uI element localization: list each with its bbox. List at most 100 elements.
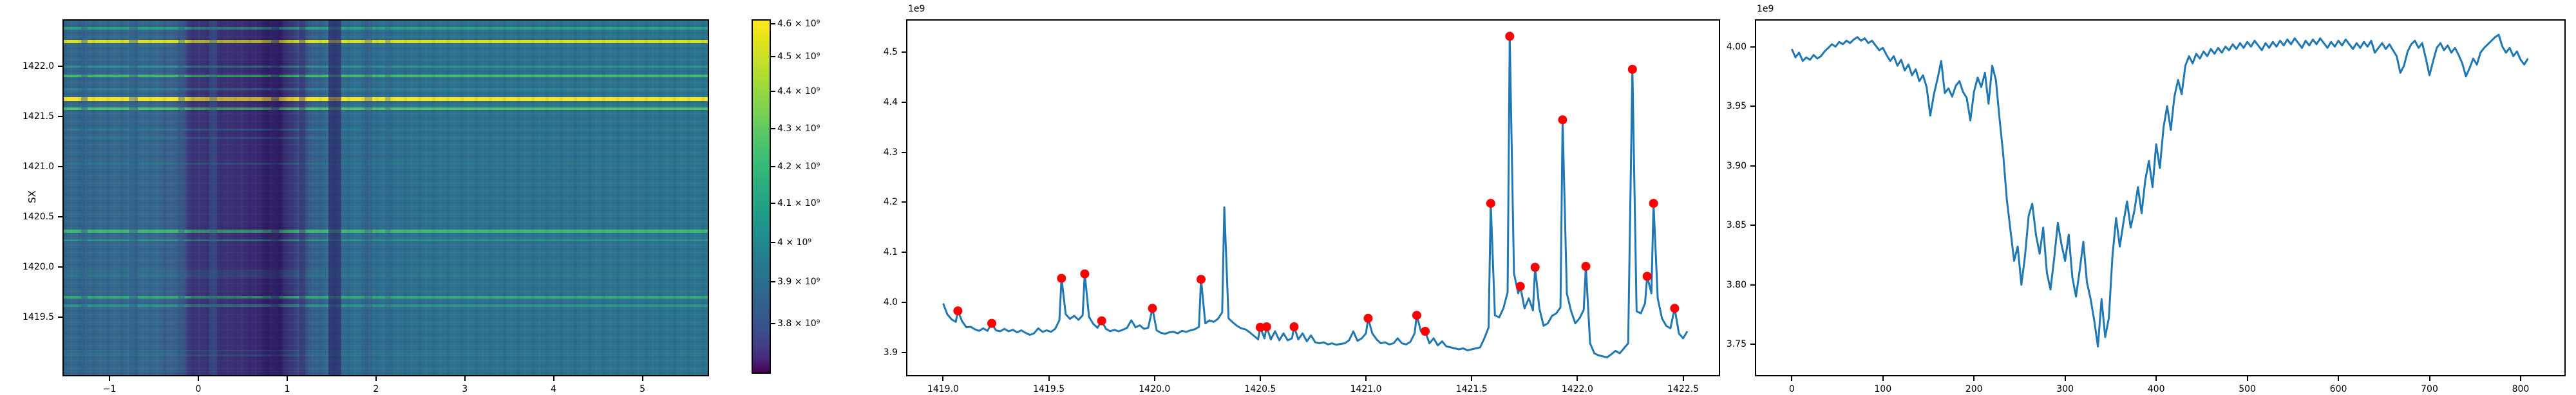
column-stripe <box>178 21 185 375</box>
y-tick-mark <box>58 317 62 318</box>
x-tick-mark <box>464 376 466 381</box>
spectral-line <box>64 40 708 44</box>
x-tick-label: 3 <box>462 384 468 394</box>
heatmap-spectral-lines <box>64 21 708 375</box>
peak-marker <box>1558 115 1567 125</box>
x-tick-mark <box>553 376 554 381</box>
x-tick-mark <box>2338 376 2340 381</box>
x-tick-label: 1422.5 <box>1667 384 1700 394</box>
colorbar-tick-mark <box>771 90 775 92</box>
y-tick-label: 3.85 <box>1726 220 1747 231</box>
spectral-line <box>64 270 708 279</box>
column-stripe <box>385 21 391 375</box>
column-stripe <box>128 21 138 375</box>
y-tick-mark <box>1750 225 1755 226</box>
x-tick-label: 300 <box>2056 384 2074 394</box>
y-tick-mark <box>902 151 906 153</box>
heatmap-dark-band <box>64 21 708 375</box>
peak-marker <box>1515 282 1525 291</box>
column-stripe <box>80 21 88 375</box>
x-tick-label: 800 <box>2512 384 2530 394</box>
peak-marker <box>1486 199 1495 208</box>
y-tick-mark <box>58 66 62 68</box>
x-tick-label: 500 <box>2239 384 2256 394</box>
x-tick-label: 0 <box>1788 384 1795 394</box>
x-tick-mark <box>2064 376 2066 381</box>
y-tick-mark <box>902 201 906 203</box>
x-tick-mark <box>1153 376 1155 381</box>
x-tick-mark <box>1973 376 1975 381</box>
column-stripe <box>209 21 217 375</box>
peak-marker <box>1097 316 1106 326</box>
y-tick-mark <box>1750 284 1755 286</box>
y-tick-mark <box>1750 106 1755 107</box>
peak-marker <box>1197 275 1206 284</box>
peak-marker <box>1363 313 1373 323</box>
colorbar-tick-label: 3.9 × 10⁹ <box>777 277 820 288</box>
y-tick-label: 4.2 <box>883 197 898 208</box>
x-tick-label: 700 <box>2421 384 2438 394</box>
spectral-line <box>64 27 708 30</box>
colorbar-tick-label: 4.3 × 10⁹ <box>777 124 820 134</box>
peak-marker <box>1581 262 1591 271</box>
x-tick-mark <box>942 376 944 381</box>
colorbar-tick-label: 4 × 10⁹ <box>777 237 811 248</box>
x-tick-label: 600 <box>2329 384 2347 394</box>
y-tick-label: 3.75 <box>1726 339 1747 350</box>
heatmap-ylabel: SX <box>26 190 38 203</box>
heatmap-column-stripes <box>64 21 708 375</box>
y-tick-mark <box>902 51 906 53</box>
spectrum-offset-label: 1e9 <box>908 4 925 14</box>
x-tick-mark <box>1259 376 1261 381</box>
x-tick-label: 1421.0 <box>1350 384 1382 394</box>
spectral-line <box>64 129 708 131</box>
y-tick-label: 4.5 <box>883 47 898 58</box>
colorbar-tick-mark <box>771 166 775 168</box>
y-tick-label: 1420.5 <box>23 212 54 223</box>
y-tick-mark <box>58 116 62 118</box>
y-tick-label: 4.0 <box>883 297 898 308</box>
x-tick-mark <box>1048 376 1050 381</box>
x-tick-mark <box>1882 376 1884 381</box>
peak-marker <box>987 318 996 328</box>
column-stripe <box>328 21 341 375</box>
peak-marker <box>1627 64 1637 74</box>
x-tick-mark <box>2246 376 2248 381</box>
y-tick-label: 4.00 <box>1726 41 1747 52</box>
spectral-line <box>64 96 708 101</box>
spectral-line <box>64 107 708 111</box>
peak-marker <box>1412 311 1421 320</box>
x-tick-label: 1420.0 <box>1139 384 1171 394</box>
colorbar-tick-mark <box>771 56 775 58</box>
y-tick-label: 1422.0 <box>23 61 54 72</box>
timeseries-axes <box>1755 19 2566 376</box>
x-tick-mark <box>2519 376 2521 381</box>
spectral-line <box>64 137 708 139</box>
column-stripe <box>298 21 305 375</box>
y-tick-label: 3.90 <box>1726 160 1747 171</box>
y-tick-label: 1421.5 <box>23 111 54 122</box>
colorbar-tick-mark <box>771 23 775 25</box>
x-tick-mark <box>1682 376 1684 381</box>
data-line <box>942 35 1689 358</box>
column-stripe <box>271 21 279 375</box>
x-tick-label: 1421.5 <box>1455 384 1488 394</box>
x-tick-mark <box>375 376 377 381</box>
colorbar-tick-mark <box>771 128 775 130</box>
x-tick-label: 1419.5 <box>1033 384 1065 394</box>
x-tick-mark <box>1577 376 1578 381</box>
x-tick-label: 5 <box>639 384 646 394</box>
peak-marker <box>1530 262 1540 272</box>
spectral-line <box>64 87 708 90</box>
y-tick-label: 3.95 <box>1726 101 1747 112</box>
peak-marker <box>1421 327 1430 336</box>
column-stripe <box>365 21 373 375</box>
colorbar-tick-label: 3.8 × 10⁹ <box>777 318 820 329</box>
y-tick-mark <box>902 351 906 353</box>
spectral-line <box>64 296 708 299</box>
peak-marker <box>1080 269 1090 279</box>
peak-marker <box>1670 304 1680 313</box>
peak-marker <box>953 306 963 316</box>
colorbar-tick-label: 4.5 × 10⁹ <box>777 51 820 62</box>
peak-marker <box>1649 199 1658 208</box>
